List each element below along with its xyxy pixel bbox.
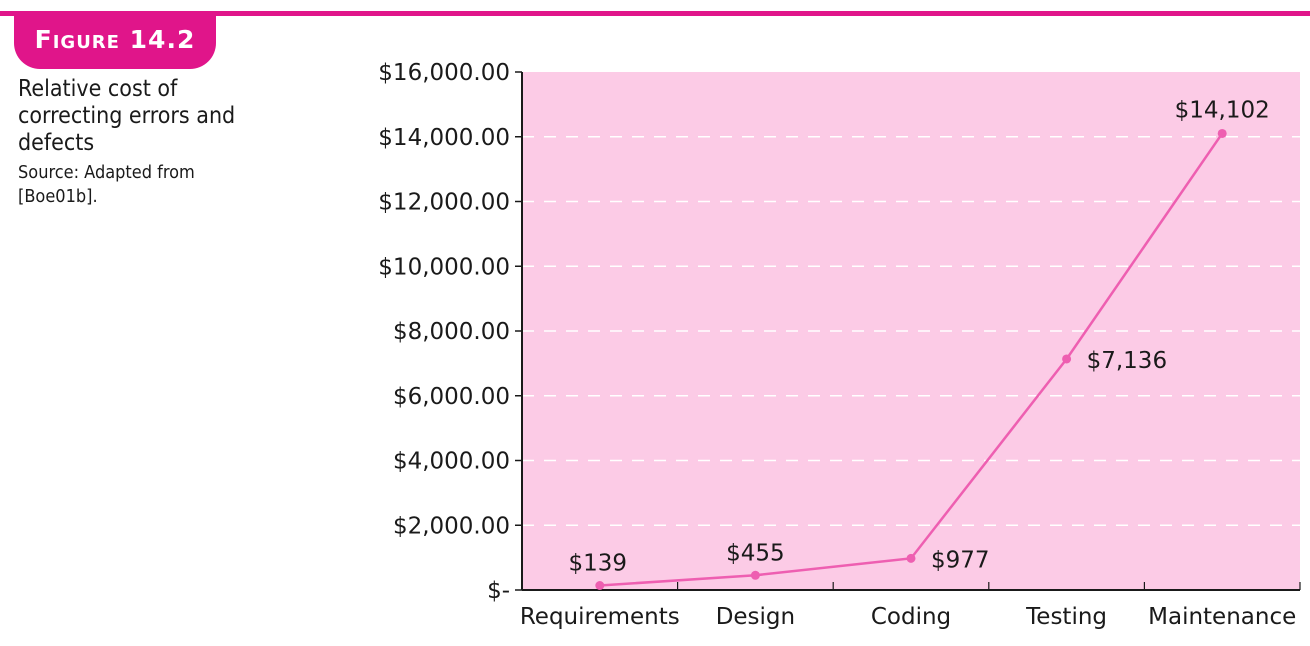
x-tick-label: Design xyxy=(716,604,795,630)
x-tick-label: Requirements xyxy=(520,604,680,630)
y-tick-label: $14,000.00 xyxy=(378,125,510,151)
y-tick-label: $- xyxy=(487,578,510,604)
top-rule xyxy=(0,11,1310,16)
caption-text: Relative cost of correcting errors and d… xyxy=(18,76,236,156)
data-point xyxy=(750,570,760,580)
x-tick-label: Testing xyxy=(1025,604,1107,630)
x-tick-label: Coding xyxy=(871,604,951,630)
x-tick-label: Maintenance xyxy=(1148,604,1296,630)
y-tick-label: $10,000.00 xyxy=(378,254,510,280)
data-label: $455 xyxy=(726,540,785,566)
y-tick-label: $8,000.00 xyxy=(393,319,510,345)
y-tick-label: $6,000.00 xyxy=(393,384,510,410)
y-tick-label: $16,000.00 xyxy=(378,60,510,86)
y-tick-label: $4,000.00 xyxy=(393,449,510,475)
caption-source: Source: Adapted from [Boe01b]. xyxy=(18,162,195,207)
data-point xyxy=(1217,128,1227,138)
figure-caption: Relative cost of correcting errors and d… xyxy=(18,76,248,209)
figure-number: Figure 14.2 xyxy=(34,24,196,54)
figure-tag: Figure 14.2 xyxy=(14,11,216,69)
data-label: $139 xyxy=(569,550,628,576)
data-point xyxy=(595,580,605,590)
data-point xyxy=(1062,354,1072,364)
data-label: $7,136 xyxy=(1087,348,1167,374)
data-label: $977 xyxy=(931,547,990,573)
data-label: $14,102 xyxy=(1175,97,1270,123)
y-tick-label: $12,000.00 xyxy=(378,190,510,216)
y-tick-label: $2,000.00 xyxy=(393,513,510,539)
data-point xyxy=(906,553,916,563)
